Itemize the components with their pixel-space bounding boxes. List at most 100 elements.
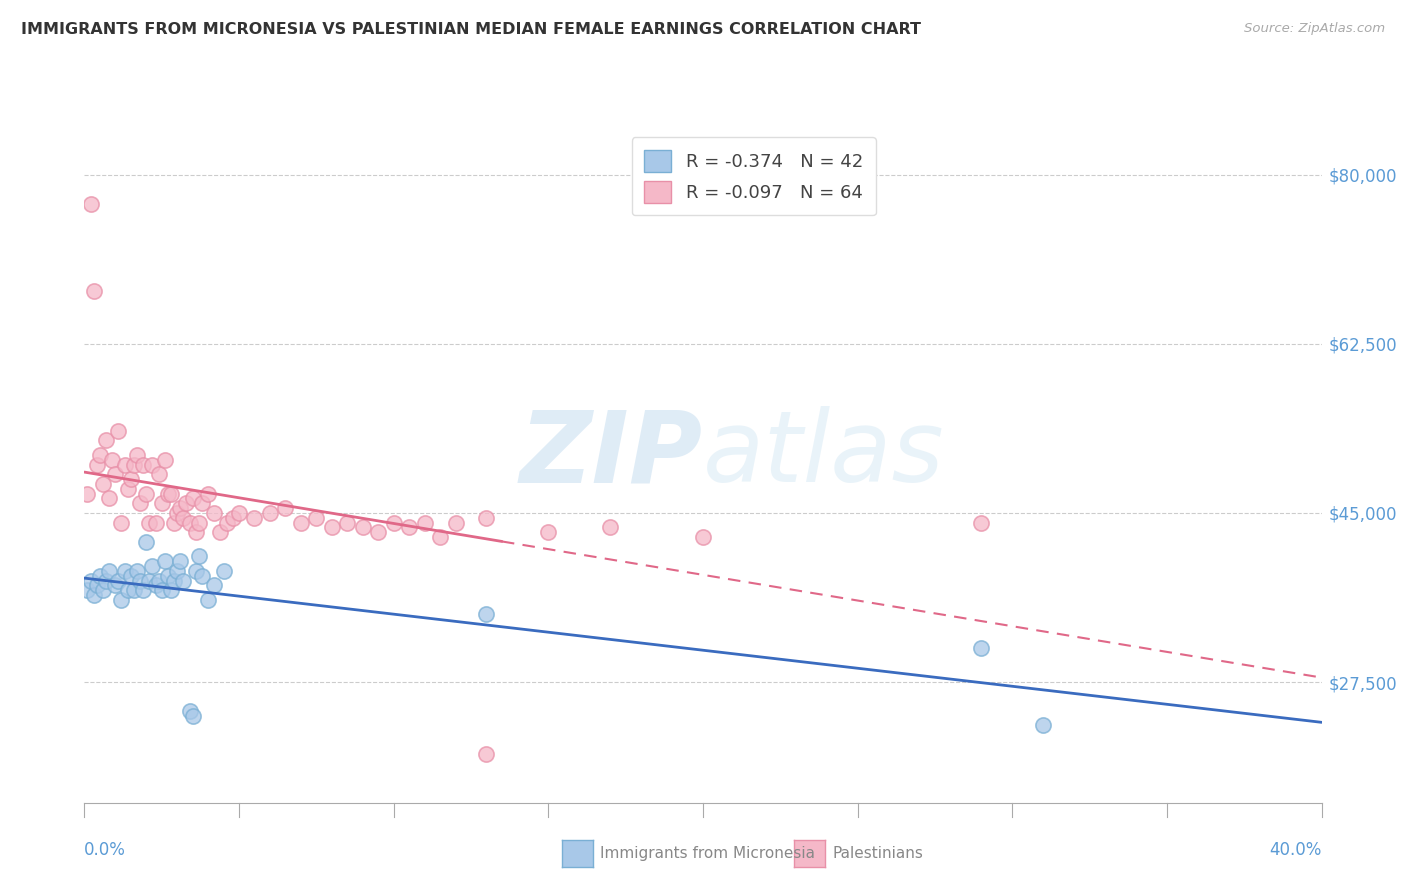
Text: 40.0%: 40.0%	[1270, 841, 1322, 860]
Point	[150, 496, 173, 510]
Point	[117, 482, 139, 496]
Point	[181, 491, 204, 506]
Point	[129, 574, 152, 588]
Point	[429, 530, 451, 544]
Point	[191, 568, 214, 582]
Point	[141, 559, 163, 574]
Point	[107, 424, 129, 438]
Point	[163, 516, 186, 530]
Point	[122, 458, 145, 472]
Text: Source: ZipAtlas.com: Source: ZipAtlas.com	[1244, 22, 1385, 36]
Point	[110, 592, 132, 607]
Point	[148, 467, 170, 482]
Point	[166, 506, 188, 520]
Point	[150, 583, 173, 598]
Point	[94, 434, 117, 448]
Point	[117, 583, 139, 598]
Point	[382, 516, 405, 530]
Point	[169, 501, 191, 516]
Text: Palestinians: Palestinians	[832, 847, 924, 861]
Point	[222, 510, 245, 524]
Point	[125, 564, 148, 578]
Point	[179, 516, 201, 530]
Point	[132, 458, 155, 472]
Point	[259, 506, 281, 520]
Point	[107, 574, 129, 588]
Point	[187, 549, 209, 564]
Point	[444, 516, 467, 530]
Point	[120, 568, 142, 582]
Point	[970, 641, 993, 656]
Point	[79, 574, 101, 588]
Point	[145, 516, 167, 530]
Point	[120, 472, 142, 486]
Point	[153, 452, 176, 467]
Point	[138, 516, 160, 530]
Point	[321, 520, 343, 534]
Point	[692, 530, 714, 544]
Point	[89, 568, 111, 582]
Legend: R = -0.374   N = 42, R = -0.097   N = 64: R = -0.374 N = 42, R = -0.097 N = 64	[631, 137, 876, 215]
Point	[83, 588, 105, 602]
Point	[336, 516, 359, 530]
Point	[156, 568, 179, 582]
Text: ZIP: ZIP	[520, 407, 703, 503]
Point	[181, 708, 204, 723]
Point	[475, 747, 498, 762]
Point	[122, 583, 145, 598]
Point	[475, 607, 498, 622]
Point	[135, 486, 157, 500]
Point	[172, 510, 194, 524]
Point	[148, 574, 170, 588]
Point	[215, 516, 238, 530]
Point	[191, 496, 214, 510]
Point	[98, 564, 121, 578]
Point	[114, 564, 136, 578]
Point	[86, 578, 108, 592]
Point	[305, 510, 328, 524]
Point	[132, 583, 155, 598]
Point	[184, 525, 207, 540]
Point	[166, 564, 188, 578]
Point	[537, 525, 560, 540]
Point	[169, 554, 191, 568]
Text: atlas: atlas	[703, 407, 945, 503]
Text: 0.0%: 0.0%	[84, 841, 127, 860]
Point	[101, 452, 124, 467]
Point	[160, 486, 183, 500]
Point	[475, 510, 498, 524]
Point	[243, 510, 266, 524]
Point	[110, 516, 132, 530]
Point	[290, 516, 312, 530]
Point	[76, 486, 98, 500]
Point	[176, 496, 198, 510]
Point	[153, 554, 176, 568]
Point	[129, 496, 152, 510]
Point	[83, 284, 105, 298]
Point	[104, 578, 127, 592]
Point	[125, 448, 148, 462]
Point	[413, 516, 436, 530]
Point	[94, 574, 117, 588]
Point	[970, 516, 993, 530]
Point	[599, 520, 621, 534]
Point	[202, 578, 225, 592]
Point	[76, 583, 98, 598]
Point	[179, 704, 201, 718]
Point	[141, 458, 163, 472]
Point	[197, 486, 219, 500]
Point	[197, 592, 219, 607]
Point	[135, 535, 157, 549]
Point	[184, 564, 207, 578]
Point	[202, 506, 225, 520]
Text: Immigrants from Micronesia: Immigrants from Micronesia	[600, 847, 815, 861]
Point	[104, 467, 127, 482]
Point	[156, 486, 179, 500]
Point	[79, 196, 101, 211]
Point	[114, 458, 136, 472]
Point	[352, 520, 374, 534]
Point	[187, 516, 209, 530]
Point	[274, 501, 297, 516]
Point	[209, 525, 232, 540]
Point	[138, 574, 160, 588]
